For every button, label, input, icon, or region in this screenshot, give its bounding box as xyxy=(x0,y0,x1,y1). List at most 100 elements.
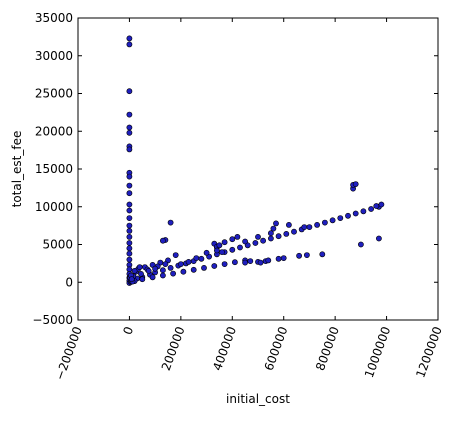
y-tick-label: 30000 xyxy=(35,49,73,63)
data-point xyxy=(152,265,158,272)
data-point xyxy=(126,233,133,240)
data-point xyxy=(267,230,274,237)
data-point xyxy=(167,264,174,271)
data-point xyxy=(126,227,133,234)
data-point xyxy=(126,215,133,221)
data-point xyxy=(234,233,241,240)
data-point xyxy=(242,238,248,245)
data-point xyxy=(126,173,133,180)
y-tick-label: 20000 xyxy=(35,124,73,138)
data-point xyxy=(126,250,133,257)
data-point xyxy=(337,215,344,221)
data-point xyxy=(138,270,144,277)
data-point xyxy=(126,88,133,95)
data-point xyxy=(345,212,351,219)
data-point xyxy=(275,255,282,262)
data-point xyxy=(219,249,225,255)
y-tick-label: −5000 xyxy=(32,313,73,327)
data-point xyxy=(242,259,248,266)
data-point xyxy=(252,240,259,246)
data-point xyxy=(159,272,166,279)
data-point xyxy=(162,261,169,267)
data-point xyxy=(145,267,152,274)
data-point xyxy=(126,201,133,208)
data-point xyxy=(126,146,133,153)
data-point xyxy=(301,224,308,230)
data-point xyxy=(283,230,290,237)
points-layer xyxy=(126,35,385,286)
data-point xyxy=(126,240,133,246)
data-point xyxy=(126,190,133,197)
data-point xyxy=(126,207,133,214)
data-point xyxy=(126,129,133,136)
data-point xyxy=(128,276,135,283)
data-point xyxy=(177,261,184,267)
data-point xyxy=(319,251,326,258)
data-point xyxy=(260,237,266,244)
data-point xyxy=(126,124,133,131)
data-point xyxy=(216,242,223,249)
data-point xyxy=(180,268,187,275)
data-point xyxy=(167,219,174,226)
data-point xyxy=(139,276,146,283)
data-point xyxy=(229,236,236,243)
data-point xyxy=(368,206,374,212)
y-tick-label: 25000 xyxy=(35,87,73,101)
data-point xyxy=(201,264,207,271)
data-point xyxy=(126,41,133,48)
data-point xyxy=(314,221,320,228)
data-point xyxy=(203,249,210,256)
data-point xyxy=(221,261,228,267)
data-point xyxy=(306,224,313,230)
data-point xyxy=(211,263,218,269)
data-point xyxy=(267,235,274,242)
data-point xyxy=(190,266,197,273)
data-point xyxy=(357,241,364,248)
data-point xyxy=(170,270,176,277)
y-tick-label: 10000 xyxy=(35,200,73,214)
data-point xyxy=(280,255,287,261)
data-point xyxy=(159,267,166,274)
data-point xyxy=(296,252,302,259)
data-point xyxy=(291,228,297,235)
data-point xyxy=(193,255,200,261)
y-tick-label: 15000 xyxy=(35,162,73,176)
data-point xyxy=(270,225,277,232)
data-point xyxy=(285,221,292,228)
data-point xyxy=(265,257,272,264)
data-point xyxy=(159,237,166,244)
data-point xyxy=(275,233,282,240)
data-point xyxy=(255,233,261,240)
data-point xyxy=(303,252,310,258)
data-point xyxy=(352,181,359,187)
data-point xyxy=(185,258,192,265)
data-point xyxy=(329,217,336,224)
data-point xyxy=(131,267,138,274)
data-point xyxy=(378,201,385,208)
data-point xyxy=(373,203,380,209)
data-point xyxy=(136,264,143,270)
data-point xyxy=(221,239,228,246)
y-tick-label: 35000 xyxy=(35,11,73,25)
data-point xyxy=(213,247,220,254)
x-tick-label: 0 xyxy=(120,325,136,337)
y-axis-label: total_est_fee xyxy=(10,131,24,208)
data-point xyxy=(126,222,133,229)
data-point xyxy=(237,244,243,251)
data-point xyxy=(198,255,205,262)
data-point xyxy=(231,259,238,266)
data-point xyxy=(229,246,236,253)
data-point xyxy=(360,208,367,215)
x-axis-label: initial_cost xyxy=(226,392,290,406)
data-point xyxy=(126,35,133,42)
data-point xyxy=(247,258,254,264)
data-point xyxy=(126,182,133,189)
data-point xyxy=(257,259,264,266)
data-point xyxy=(126,256,133,263)
data-point xyxy=(352,210,359,217)
data-point xyxy=(375,235,382,242)
y-tick-label: 0 xyxy=(65,275,73,289)
